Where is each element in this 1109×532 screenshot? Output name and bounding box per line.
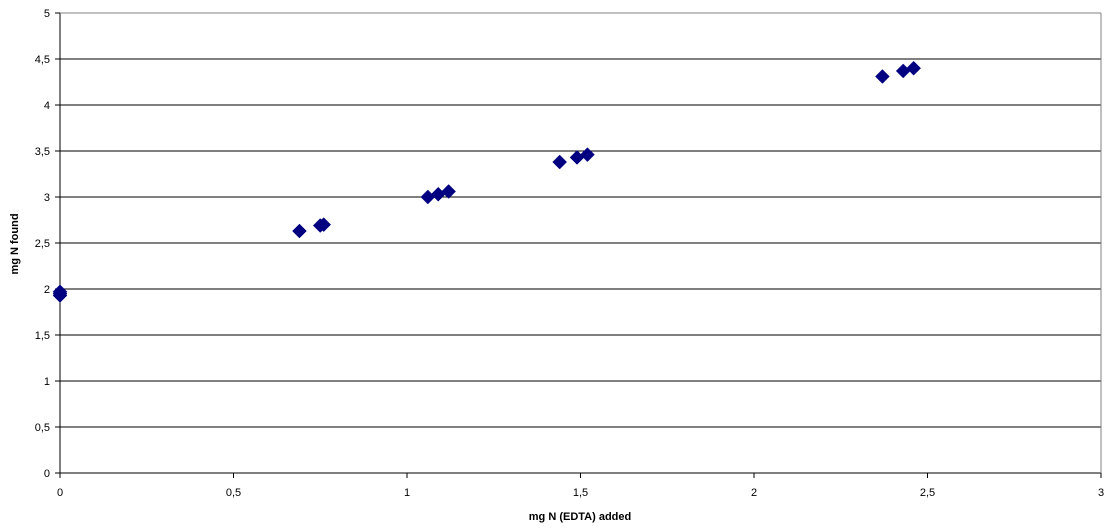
- axes: [55, 12, 1102, 478]
- data-point: [316, 217, 332, 232]
- x-tick-label: 2,5: [920, 487, 935, 499]
- y-tick-label: 0,5: [35, 422, 50, 434]
- data-point: [420, 189, 436, 205]
- y-tick-label: 2: [44, 284, 50, 296]
- y-axis-title: mg N found: [9, 213, 21, 274]
- y-tick-label: 1: [44, 376, 50, 388]
- data-point: [292, 223, 307, 239]
- data-point: [875, 69, 890, 84]
- data-point: [580, 147, 595, 163]
- data-point: [552, 154, 568, 170]
- y-tick-label: 2,5: [35, 238, 50, 250]
- x-tick-label: 2: [751, 487, 757, 499]
- x-tick-label: 1,5: [573, 487, 588, 499]
- x-tick-label: 0: [57, 487, 63, 499]
- x-axis-tick-labels: 0 0,5 1 1,5 2 2,5 3: [57, 487, 1104, 499]
- data-point: [895, 63, 911, 79]
- y-tick-label: 3,5: [35, 146, 50, 158]
- data-point: [906, 60, 921, 76]
- data-point: [441, 184, 456, 199]
- data-points: [52, 60, 921, 303]
- data-point: [52, 284, 68, 300]
- x-tick-label: 3: [1098, 487, 1104, 499]
- x-tick-label: 1: [404, 487, 410, 499]
- data-point: [430, 186, 446, 202]
- y-tick-label: 3: [44, 192, 50, 204]
- grid-lines: [60, 12, 1101, 428]
- y-tick-label: 0: [44, 468, 50, 480]
- y-tick-label: 5: [44, 8, 50, 20]
- y-tick-label: 1,5: [35, 330, 50, 342]
- data-point: [569, 150, 585, 165]
- y-tick-label: 4,5: [35, 54, 50, 66]
- x-tick-label: 0,5: [226, 487, 241, 499]
- y-axis-tick-labels: 0 0,5 1 1,5 2 2,5 3 3,5 4 4,5 5: [35, 8, 50, 480]
- x-axis-title: mg N (EDTA) added: [529, 511, 631, 523]
- y-tick-label: 4: [44, 100, 50, 112]
